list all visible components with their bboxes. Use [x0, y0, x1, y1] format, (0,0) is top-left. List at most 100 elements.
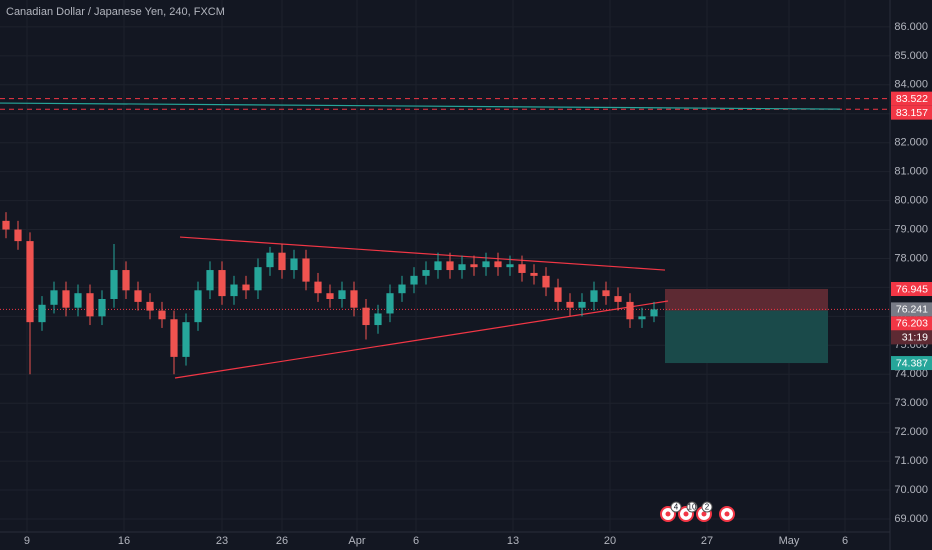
y-tick-label: 79.000 [894, 223, 928, 235]
candle-body [206, 270, 214, 291]
candle-body [470, 264, 478, 268]
event-count: 2 [705, 503, 710, 512]
y-tick-label: 71.000 [894, 455, 928, 467]
candle-body [170, 319, 178, 357]
x-tick-label: 23 [216, 535, 228, 547]
candle-body [554, 287, 562, 302]
price-tag-label: 74.387 [896, 357, 928, 369]
x-tick-label: 27 [701, 535, 713, 547]
candle-body [362, 307, 370, 326]
candle-body [398, 284, 406, 294]
candle-body [542, 275, 550, 288]
candle-body [638, 316, 646, 320]
candle-body [518, 264, 526, 273]
countdown-label: 31:19 [902, 332, 928, 344]
x-tick-label: 6 [413, 535, 419, 547]
candle-body [602, 290, 610, 297]
event-count: 4 [674, 503, 679, 512]
candle-body [266, 252, 274, 268]
x-tick-label: 16 [118, 535, 130, 547]
candle-body [458, 264, 466, 271]
y-tick-label: 85.000 [894, 50, 928, 62]
price-tag-label: 76.241 [896, 304, 928, 316]
candle-body [38, 304, 46, 323]
y-tick-label: 84.000 [894, 79, 928, 91]
candle-body [218, 270, 226, 297]
candle-body [410, 275, 418, 285]
candle-body [98, 298, 106, 317]
event-icon-dot [724, 511, 730, 517]
candle-body [74, 293, 82, 308]
x-tick-label: 26 [276, 535, 288, 547]
candle-body [158, 310, 166, 320]
candle-body [182, 322, 190, 357]
price-tag-label: 76.945 [896, 283, 928, 295]
candle-body [194, 290, 202, 323]
candle-body [530, 272, 538, 276]
candle-body [422, 270, 430, 276]
y-tick-label: 69.000 [894, 513, 928, 525]
candle-body [578, 301, 586, 308]
candle-body [230, 284, 238, 297]
candle-body [482, 261, 490, 268]
candle-body [614, 296, 622, 302]
event-badge [686, 501, 698, 513]
candle-body [314, 281, 322, 294]
x-tick-label: 13 [507, 535, 519, 547]
candle-body [494, 261, 502, 268]
candle-body [242, 284, 250, 291]
event-count: 10 [688, 503, 697, 512]
price-tag-label: 76.203 [896, 318, 928, 330]
y-tick-label: 72.000 [894, 426, 928, 438]
event-icon-dot [665, 511, 671, 517]
price-tag [891, 105, 932, 120]
candle-body [254, 267, 262, 291]
price-tag [891, 356, 932, 371]
candle-body [122, 270, 130, 291]
candle-body [650, 309, 658, 317]
candle-body [278, 252, 286, 271]
x-tick-label: 20 [604, 535, 616, 547]
price-tag [891, 302, 932, 317]
candle-body [386, 293, 394, 314]
y-tick-label: 80.000 [894, 194, 928, 206]
candle-body [62, 290, 70, 308]
chart-title: Canadian Dollar / Japanese Yen, 240, FXC… [6, 6, 225, 18]
candle-body [110, 270, 118, 299]
candle-body [374, 313, 382, 326]
event-icon-dot [683, 511, 689, 517]
candle-body [506, 264, 514, 268]
candle-body [302, 258, 310, 282]
price-tag [891, 91, 932, 106]
candle-body [14, 229, 22, 242]
candle-body [338, 290, 346, 299]
y-tick-label: 70.000 [894, 484, 928, 496]
candle-body [446, 261, 454, 271]
y-tick-label: 82.000 [894, 137, 928, 149]
candle-body [134, 290, 142, 302]
candle-body [86, 293, 94, 317]
y-tick-label: 81.000 [894, 166, 928, 178]
candle-body [50, 290, 58, 305]
price-tag [891, 316, 932, 331]
x-tick-label: 9 [24, 535, 30, 547]
y-tick-label: 78.000 [894, 252, 928, 264]
x-tick-label: Apr [348, 535, 365, 547]
event-icon-dot [701, 511, 707, 517]
stop-zone [665, 289, 828, 311]
event-badge [701, 501, 713, 513]
x-tick-label: May [779, 535, 800, 547]
trendline [174, 300, 669, 379]
price-tag-label: 83.157 [896, 107, 928, 119]
y-tick-label: 74.000 [894, 368, 928, 380]
target-zone [665, 310, 828, 364]
candle-body [146, 301, 154, 311]
candle-body [566, 301, 574, 308]
candle-body [350, 290, 358, 308]
event-badge [670, 501, 682, 513]
y-tick-label: 86.000 [894, 21, 928, 33]
candle-body [26, 241, 34, 323]
candle-body [590, 290, 598, 302]
